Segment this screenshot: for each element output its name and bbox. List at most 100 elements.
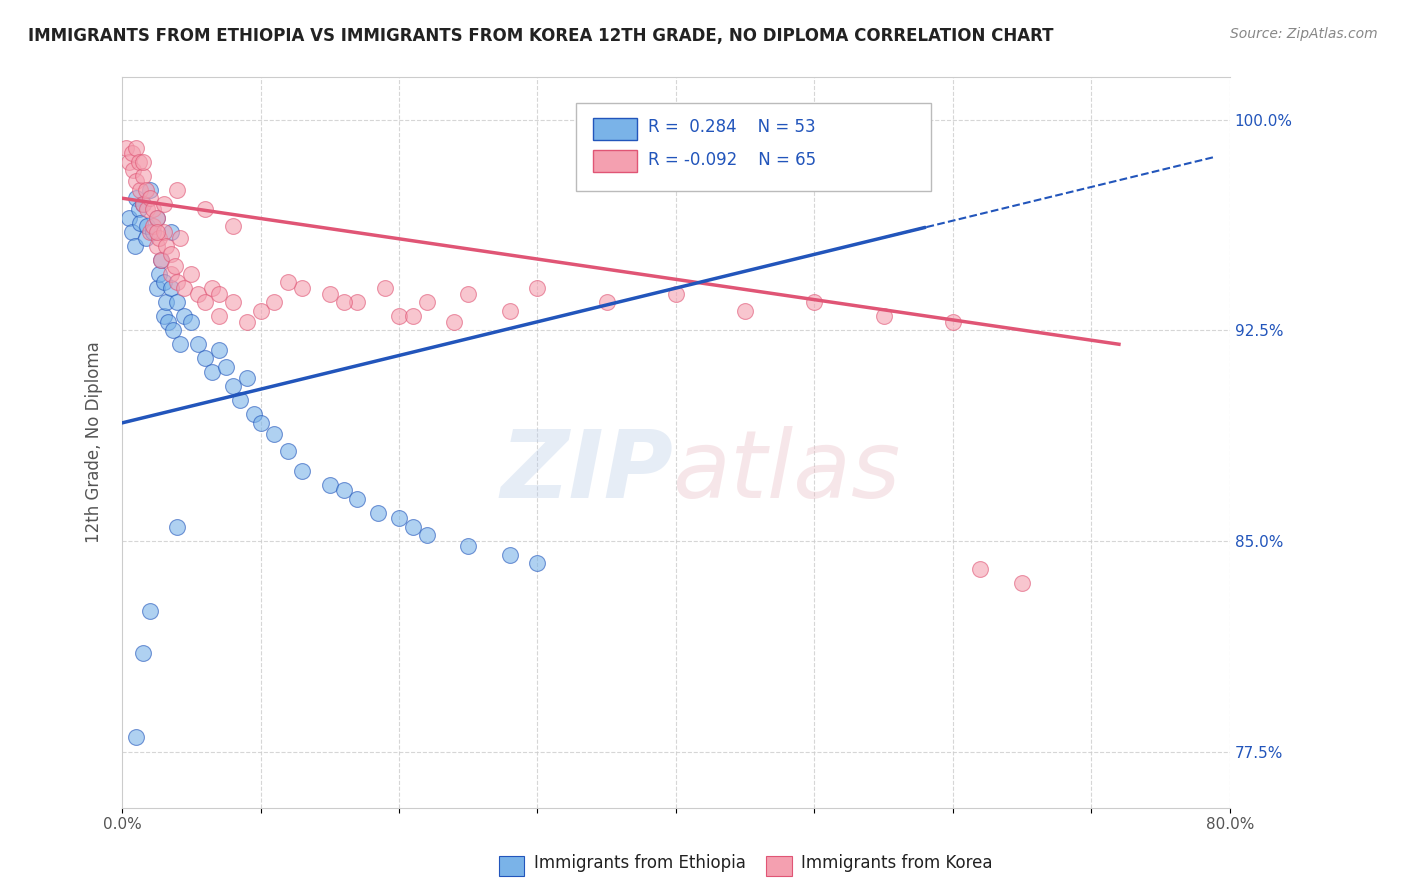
Point <box>173 309 195 323</box>
Point <box>152 276 174 290</box>
Point <box>415 528 437 542</box>
Point <box>194 202 217 217</box>
Point <box>208 309 231 323</box>
Point <box>201 281 224 295</box>
Point <box>141 202 163 217</box>
Point <box>135 183 157 197</box>
Point <box>346 491 368 506</box>
Point <box>152 225 174 239</box>
Point <box>263 295 285 310</box>
Point <box>291 464 314 478</box>
Point <box>180 315 202 329</box>
Point <box>128 202 150 217</box>
Point <box>277 276 299 290</box>
Point <box>235 315 257 329</box>
Point <box>665 286 688 301</box>
Point <box>194 351 217 366</box>
Text: R = -0.092    N = 65: R = -0.092 N = 65 <box>648 151 817 169</box>
Point <box>222 379 245 393</box>
Text: Immigrants from Korea: Immigrants from Korea <box>801 855 993 872</box>
Point <box>145 225 167 239</box>
Point <box>166 183 188 197</box>
Point <box>128 154 150 169</box>
Point <box>332 295 354 310</box>
Point <box>201 365 224 379</box>
Point <box>872 309 894 323</box>
Text: IMMIGRANTS FROM ETHIOPIA VS IMMIGRANTS FROM KOREA 12TH GRADE, NO DIPLOMA CORRELA: IMMIGRANTS FROM ETHIOPIA VS IMMIGRANTS F… <box>28 27 1053 45</box>
Point <box>125 141 148 155</box>
Text: ZIP: ZIP <box>501 425 673 517</box>
Point <box>166 520 188 534</box>
Point <box>222 219 245 234</box>
Point <box>169 230 191 244</box>
Point <box>141 219 163 234</box>
Point <box>166 295 188 310</box>
Point <box>1011 576 1033 591</box>
Point <box>180 267 202 281</box>
Text: Immigrants from Ethiopia: Immigrants from Ethiopia <box>534 855 747 872</box>
Point <box>132 197 155 211</box>
Point <box>155 239 177 253</box>
Bar <box>593 151 637 172</box>
Point <box>132 646 155 660</box>
Point <box>139 604 162 618</box>
Point <box>499 303 522 318</box>
Point <box>249 416 271 430</box>
Point <box>159 225 181 239</box>
Point <box>291 281 314 295</box>
Point <box>141 225 163 239</box>
Point <box>277 444 299 458</box>
Point <box>152 309 174 323</box>
Point <box>121 146 143 161</box>
Point <box>208 343 231 357</box>
Point <box>129 183 152 197</box>
Point <box>969 562 991 576</box>
Point <box>332 483 354 498</box>
Point <box>136 219 159 234</box>
Point <box>139 225 162 239</box>
Point <box>139 191 162 205</box>
Point <box>263 427 285 442</box>
Point <box>229 393 252 408</box>
Point <box>132 197 155 211</box>
Point <box>222 295 245 310</box>
Point <box>124 239 146 253</box>
Point <box>155 295 177 310</box>
Point <box>346 295 368 310</box>
Point <box>595 295 617 310</box>
Bar <box>593 118 637 139</box>
Point <box>132 169 155 183</box>
Point <box>115 141 138 155</box>
Point <box>499 548 522 562</box>
Point <box>125 191 148 205</box>
Point <box>208 286 231 301</box>
Point <box>145 281 167 295</box>
Point <box>187 337 209 351</box>
Point <box>526 281 548 295</box>
Point <box>187 286 209 301</box>
Point <box>148 230 170 244</box>
Point <box>145 211 167 225</box>
Point <box>734 303 756 318</box>
Point <box>149 252 172 267</box>
Point <box>118 211 141 225</box>
Point <box>125 174 148 188</box>
Point <box>402 309 425 323</box>
Point <box>148 267 170 281</box>
Point <box>235 371 257 385</box>
Point <box>152 197 174 211</box>
Point <box>803 295 825 310</box>
Text: R =  0.284    N = 53: R = 0.284 N = 53 <box>648 118 815 136</box>
Point <box>136 202 159 217</box>
Point <box>367 506 389 520</box>
Point <box>249 303 271 318</box>
Point <box>215 359 238 374</box>
Point <box>942 315 965 329</box>
Point <box>526 557 548 571</box>
Text: Source: ZipAtlas.com: Source: ZipAtlas.com <box>1230 27 1378 41</box>
Point <box>374 281 396 295</box>
Point <box>457 286 479 301</box>
Point <box>194 295 217 310</box>
Point <box>129 217 152 231</box>
Point <box>163 259 186 273</box>
